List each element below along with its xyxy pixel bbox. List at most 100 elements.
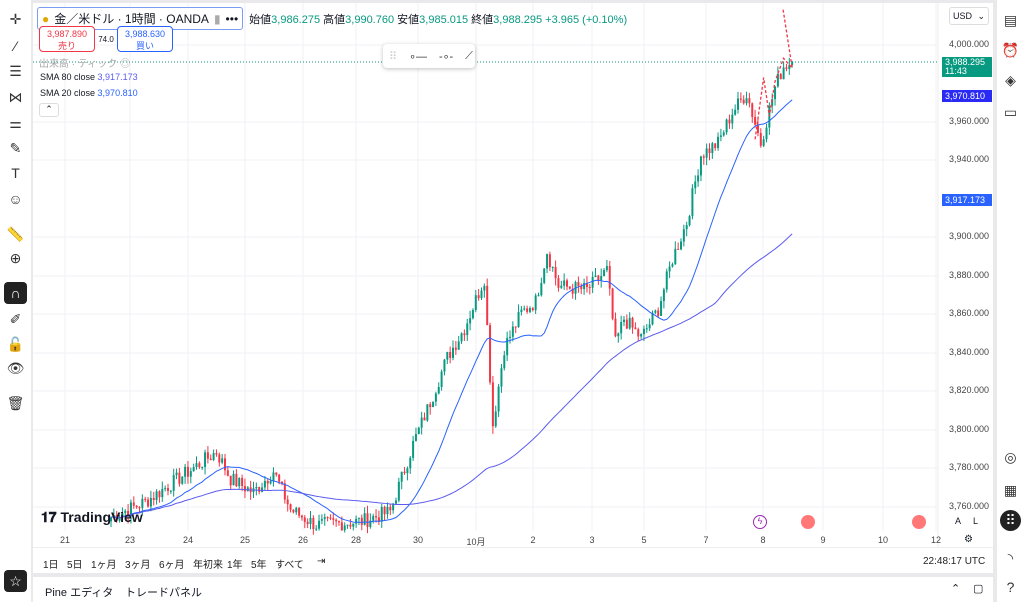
extended-line-icon[interactable]: -∘- [438,50,454,63]
apps-icon[interactable]: ⠿ [1000,510,1021,531]
candle-body [691,188,694,217]
emoji-icon[interactable]: ☺ [8,191,23,207]
lock-icon[interactable]: 🔓 [6,335,25,352]
range-button[interactable]: 1年 [227,560,243,571]
sell-button[interactable]: 3,987.890 売り [39,26,95,52]
sma80-legend[interactable]: SMA 80 close 3,917.173 [40,72,138,82]
candle-body [400,471,403,482]
chart-pane[interactable]: ● 金／米ドル · 1時間 · OANDA ▮ ••• 始値3,986.275 … [33,3,993,573]
text-icon[interactable]: T [11,165,20,181]
us-event-flag-icon[interactable] [912,515,926,529]
candle-body [206,452,209,459]
segment-icon[interactable]: ⟋ [465,49,473,62]
stream-icon[interactable]: ◝ [1007,550,1014,566]
tradingview-logo[interactable]: 𝟏𝟕 TradingView [41,509,143,525]
candle-body [568,286,571,289]
horizontal-lines-icon[interactable]: ☰ [9,62,22,79]
candle-body [434,393,437,402]
maximize-icon[interactable]: ▢ [973,583,984,595]
calendar-icon[interactable]: ▦ [1003,482,1018,498]
candle-body [218,454,221,463]
forecast-icon[interactable]: ⚌ [9,114,22,131]
candle-body [751,103,754,117]
date-range-icon[interactable]: ⇥ [317,556,326,567]
candle-body [785,67,788,69]
layers-icon[interactable]: ◈ [1005,72,1016,88]
candle-body [611,288,614,319]
target-icon[interactable]: ◎ [1004,449,1017,465]
candle-body [320,519,323,521]
candle-body [232,473,235,486]
collapse-legend-button[interactable]: ⌃ [39,103,59,117]
tab-trade-panel[interactable]: トレードパネル [125,587,202,599]
price-tick: 3,800.000 [948,424,989,434]
ray-icon[interactable]: ∘— [409,50,427,63]
crosshair-icon[interactable]: ✛ [9,10,22,27]
candle-body [668,266,671,272]
tab-pine-editor[interactable]: Pine エディタ [45,587,114,599]
candle-body [147,499,150,507]
pattern-icon[interactable]: ⋈ [8,88,23,105]
range-button[interactable]: 年初来 [193,560,223,571]
range-button[interactable]: すべて [275,560,304,571]
range-button[interactable]: 6ヶ月 [159,560,185,571]
watchlist-star-icon[interactable]: ☆ [4,570,27,592]
zoom-in-icon[interactable]: ⊕ [9,249,22,266]
volume-indicator[interactable]: 出来高 · ティック ◎ [39,59,131,70]
candle-body [395,500,397,504]
candle-body [138,507,141,509]
chevron-up-icon[interactable]: ⌃ [951,583,961,595]
candle-body [343,525,346,531]
candle-body [509,336,511,338]
range-button[interactable]: 1ヶ月 [91,560,117,571]
drawn-trend-arrow [754,8,794,140]
candle-body [437,386,440,394]
candle-body [189,471,192,477]
chat-icon[interactable]: ▭ [1003,104,1018,120]
watchlist-icon[interactable]: ▤ [1003,12,1018,28]
trash-icon[interactable]: 🗑 [6,394,25,411]
candle-body [283,483,286,500]
range-button[interactable]: 5年 [251,560,267,571]
more-button[interactable]: ••• [225,11,239,26]
candle-body [503,355,506,369]
auto-scale-button[interactable]: A [955,516,962,526]
settings-gear-icon[interactable]: ⚙ [964,534,973,545]
candle-body [734,109,737,115]
candle-body [471,310,474,319]
candle-body [469,318,472,324]
eye-icon[interactable]: 👁 [6,359,25,376]
time-tick: 3 [589,535,595,545]
sma20-legend[interactable]: SMA 20 close 3,970.810 [40,88,138,98]
help-icon[interactable]: ? [1006,578,1015,595]
event-lightning-icon[interactable]: ϟ [753,515,767,529]
ruler-icon[interactable]: 📏 [6,225,25,242]
symbol-selector[interactable]: ● 金／米ドル · 1時間 · OANDA ▮ ••• [37,7,244,30]
range-button[interactable]: 3ヶ月 [125,560,151,571]
candle-body [491,382,494,427]
range-button[interactable]: 1日 [43,560,59,571]
sma20-tag: 3,970.810 [942,90,992,102]
trendline-icon[interactable]: ⁄ [14,38,17,54]
candle-body [224,458,226,471]
price-chart[interactable] [33,3,993,573]
candle-body [392,503,395,511]
candle-body [366,513,369,527]
clock[interactable]: 22:48:17 UTC [923,556,986,567]
candle-body [728,119,731,124]
candle-body [124,510,127,514]
magnet-icon[interactable]: ∩ [4,282,27,304]
alarm-icon[interactable]: ⏰ [1001,42,1020,58]
us-event-flag-icon[interactable] [801,515,815,529]
lock-pencil-icon[interactable]: ✐ [9,310,22,327]
range-button[interactable]: 5日 [67,560,83,571]
candle-body [278,474,281,482]
currency-select[interactable]: USD ⌄ [949,7,989,25]
candle-body [152,497,155,501]
buy-button[interactable]: 3,988.630 買い [117,26,173,52]
log-scale-button[interactable]: L [973,516,979,526]
candle-body [375,516,378,518]
flag-icon[interactable]: ▮ [213,11,221,26]
drag-handle-icon[interactable]: ⠿ [389,50,398,63]
brush-icon[interactable]: ✎ [9,139,22,156]
